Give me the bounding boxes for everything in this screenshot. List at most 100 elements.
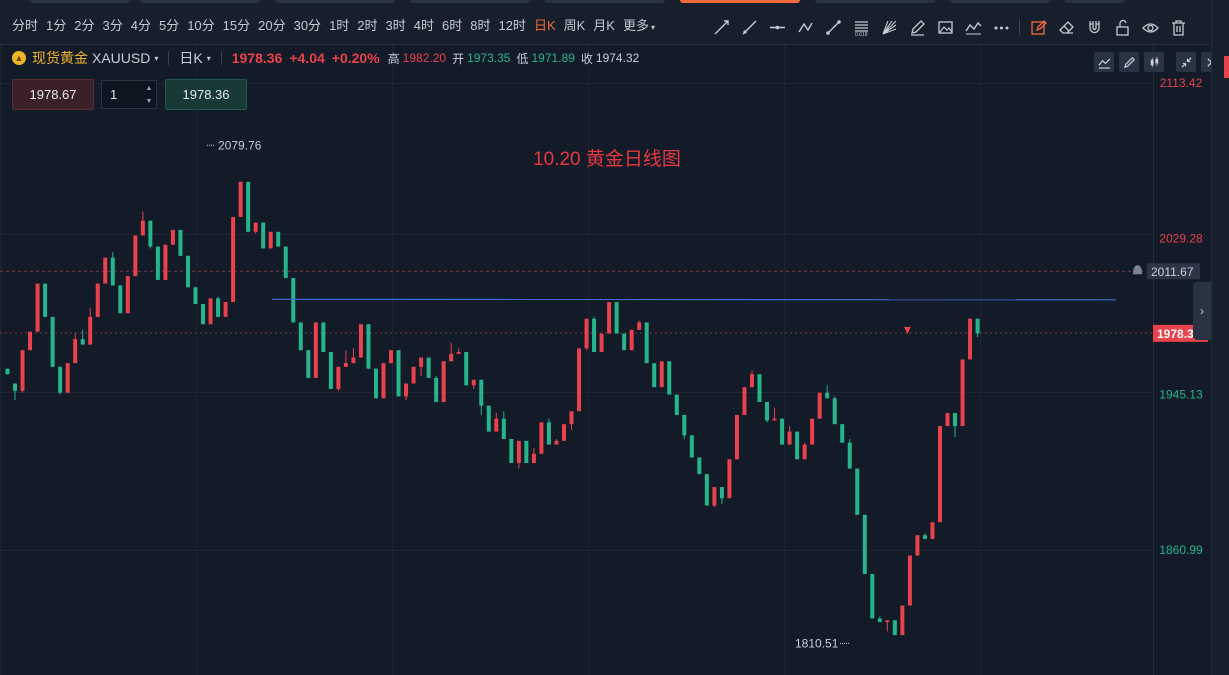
candle-body <box>291 278 296 323</box>
period-3[interactable]: 3分 <box>102 18 123 33</box>
candle-body <box>892 620 897 636</box>
period-18[interactable]: 周K <box>563 18 586 33</box>
last-price-marker <box>904 326 911 334</box>
period-7[interactable]: 15分 <box>222 18 251 33</box>
candle-body <box>125 276 130 314</box>
period-2[interactable]: 2分 <box>74 18 95 33</box>
candle-body <box>531 453 536 464</box>
candle-body <box>223 302 228 317</box>
trash-icon[interactable] <box>1164 16 1192 38</box>
candle-body <box>5 368 10 375</box>
period-11[interactable]: 2时 <box>357 18 378 33</box>
gold-coin-icon: ▲ <box>12 51 26 65</box>
collapse-icon[interactable] <box>1176 52 1196 72</box>
price-tag: 1978.37 <box>1157 327 1201 341</box>
candle-body <box>592 318 597 353</box>
candle-body <box>719 487 724 499</box>
gann-fan-icon[interactable] <box>875 16 903 38</box>
pencil-icon[interactable] <box>1119 52 1139 72</box>
period-14[interactable]: 6时 <box>442 18 463 33</box>
period-13[interactable]: 4时 <box>413 18 434 33</box>
period-9[interactable]: 30分 <box>293 18 322 33</box>
chevron-down-icon[interactable]: ▾ <box>154 53 159 63</box>
divider <box>1019 19 1020 35</box>
candle-body <box>253 222 258 232</box>
image-icon[interactable] <box>931 16 959 38</box>
eye-icon[interactable] <box>1136 16 1164 38</box>
period-16[interactable]: 12时 <box>498 18 526 33</box>
period-4[interactable]: 4分 <box>130 18 151 33</box>
candle-body <box>246 181 251 232</box>
candle-body <box>298 322 303 351</box>
period-6[interactable]: 10分 <box>187 18 215 33</box>
drawing-tools: 0.618 <box>707 16 1192 38</box>
period-17[interactable]: 日K <box>533 18 556 33</box>
period-10[interactable]: 1时 <box>329 18 350 33</box>
candle-style-icon[interactable] <box>1144 52 1164 72</box>
symbol-code[interactable]: XAUUSD <box>92 50 151 66</box>
candle-body <box>614 302 619 334</box>
price-change-pct: +0.20% <box>331 50 380 66</box>
period-19[interactable]: 月K <box>593 18 615 33</box>
close-label: 收 <box>580 51 593 66</box>
edit-drawing-icon[interactable] <box>1024 16 1052 38</box>
candle-body <box>712 487 717 506</box>
alert-tag: 2011.67 <box>1151 265 1194 279</box>
period-12[interactable]: 3时 <box>385 18 406 33</box>
quantity-input[interactable] <box>102 81 152 108</box>
candle-body <box>441 361 446 402</box>
candle-body <box>73 339 78 364</box>
period-1[interactable]: 1分 <box>46 18 67 33</box>
panel-toggle-icon[interactable]: › <box>1193 282 1211 340</box>
eraser-icon[interactable] <box>1052 16 1080 38</box>
magnet-icon[interactable] <box>1080 16 1108 38</box>
candle-body <box>133 235 138 277</box>
candle-body <box>486 405 491 432</box>
candle-body <box>88 316 93 345</box>
symbol-name[interactable]: 现货黄金 <box>32 50 88 66</box>
candle-body <box>742 387 747 415</box>
period-8[interactable]: 20分 <box>258 18 286 33</box>
candlestick-chart[interactable]: 2113.42 2029.28 1945.13 1860.99 2011.67 1978.… <box>0 45 1210 675</box>
period-15[interactable]: 8时 <box>470 18 491 33</box>
horizontal-line-icon[interactable] <box>763 16 791 38</box>
increment-icon[interactable]: ▲ <box>145 84 153 92</box>
more-dots-icon[interactable] <box>987 16 1015 38</box>
decrement-icon[interactable]: ▼ <box>145 97 153 105</box>
unlock-icon[interactable] <box>1108 16 1136 38</box>
bell-icon[interactable] <box>1133 265 1142 275</box>
period-label[interactable]: 日K <box>179 50 203 66</box>
candle-body <box>727 459 732 499</box>
trend-line-icon[interactable] <box>707 16 735 38</box>
buy-button[interactable]: 1978.36 <box>165 79 247 110</box>
candle-body <box>261 222 266 249</box>
candle-body <box>765 401 770 421</box>
candle-body <box>652 363 657 388</box>
segment-icon[interactable] <box>819 16 847 38</box>
ray-icon[interactable] <box>735 16 763 38</box>
open-value: 1973.35 <box>467 51 511 65</box>
tab-strip <box>0 0 1210 4</box>
candle-body <box>13 383 18 391</box>
candle-body <box>674 394 679 415</box>
period-more-button[interactable]: 更多 ▾ <box>619 16 659 36</box>
wave-icon[interactable] <box>959 16 987 38</box>
period-5[interactable]: 5分 <box>158 18 180 33</box>
period-selector: 分时 1分 2分 3分 4分 5分 10分 15分 20分 30分 1时 2时 3时 4时 6时 8时 12时日… <box>8 16 659 36</box>
indicator-icon[interactable] <box>1094 52 1114 72</box>
right-panel-accent <box>1224 56 1229 78</box>
period-0[interactable]: 分时 <box>12 18 39 33</box>
chevron-down-icon[interactable]: ▾ <box>206 53 211 63</box>
fibonacci-icon[interactable]: 0.618 <box>847 16 875 38</box>
horizontal-trend-line[interactable] <box>271 298 1117 301</box>
candle-body <box>622 333 627 351</box>
candle-body <box>689 435 694 458</box>
quick-trade-panel: 1978.67 ▲ ▼ 1978.36 <box>12 79 247 110</box>
sell-button[interactable]: 1978.67 <box>12 79 94 110</box>
candle-body <box>103 257 108 284</box>
candle-body <box>554 440 559 445</box>
polyline-icon[interactable] <box>791 16 819 38</box>
candle-body <box>637 322 642 330</box>
pencil-icon[interactable] <box>903 16 931 38</box>
candle-body <box>238 181 243 217</box>
